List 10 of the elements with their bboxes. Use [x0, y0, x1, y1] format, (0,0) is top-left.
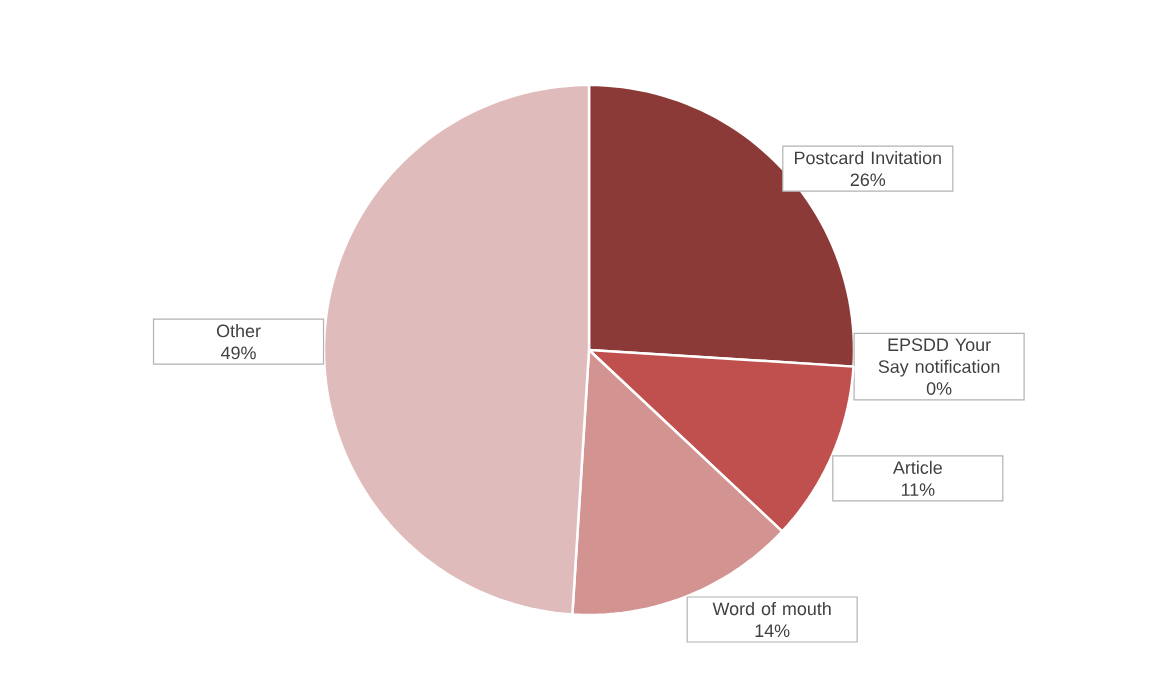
data-label: 49% [221, 346, 256, 360]
data-label: 11% [901, 483, 935, 496]
data-label: 26% [850, 173, 886, 187]
text: 0% [926, 382, 952, 395]
category-label: EPSDD Your Say notification [878, 338, 1000, 377]
slice-label: Article [892, 460, 942, 474]
slice-label: Word of mouth [712, 601, 831, 616]
data-label: 14% [755, 624, 790, 637]
slice-label: Postcard Invitation [795, 151, 941, 165]
slice-label: Other [216, 324, 261, 338]
